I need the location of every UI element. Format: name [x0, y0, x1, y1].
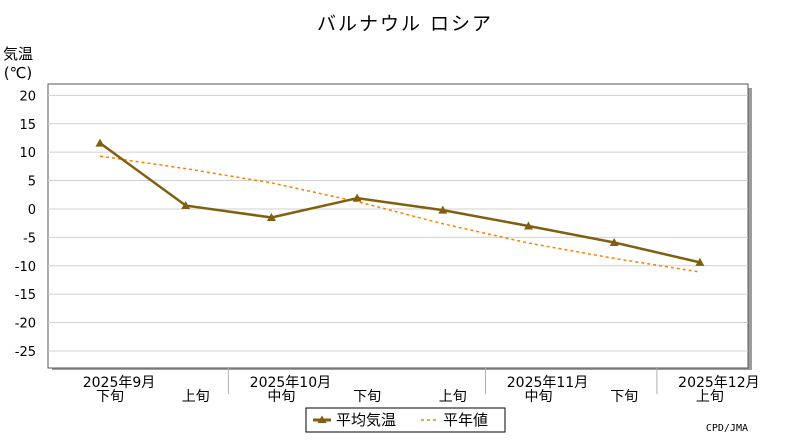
- data-point-average: [438, 205, 448, 214]
- y-axis-label: 気温: [3, 45, 33, 63]
- x-period-label: 上旬: [696, 389, 724, 405]
- y-tick-label: 10: [19, 146, 36, 161]
- x-axis: 下旬 上旬 中旬 下旬 上旬 中旬 下旬 上旬 2025年9月 2025年10月 2025年11月 2…: [83, 368, 760, 405]
- data-point-average: [95, 138, 105, 147]
- legend-average-marker: [317, 415, 327, 423]
- x-period-label: 下旬: [353, 389, 381, 405]
- x-period-label: 上旬: [182, 389, 210, 405]
- plot-background: [47, 83, 749, 369]
- y-axis-unit: (℃): [4, 64, 33, 82]
- plot-area: 20 15 10 5 0 -5 -10 -15 -20 -25: [15, 83, 752, 370]
- y-tick-label: 15: [19, 118, 36, 133]
- legend-box: [305, 407, 506, 433]
- series-line-average: [99, 142, 701, 264]
- y-tick-label: -10: [15, 260, 36, 275]
- y-axis-ticks: 20 15 10 5 0 -5 -10 -15 -20 -25: [15, 89, 36, 360]
- x-month-label: 2025年10月: [250, 375, 331, 391]
- series-normal: [99, 155, 701, 273]
- data-point-average: [609, 237, 619, 246]
- credit-label: CPD/JMA: [706, 423, 748, 434]
- data-point-average: [695, 257, 705, 266]
- x-period-label: 下旬: [610, 389, 638, 405]
- grid-lines: [48, 94, 748, 352]
- x-month-label: 2025年12月: [678, 375, 759, 391]
- legend-normal-label: 平年値: [443, 411, 488, 429]
- chart-title: バルナウル ロシア: [317, 13, 493, 35]
- y-tick-label: 5: [28, 175, 36, 190]
- legend: 平均気温 平年値: [305, 407, 506, 433]
- data-point-average: [524, 221, 533, 230]
- y-tick-label: -5: [23, 231, 36, 246]
- data-point-average: [181, 201, 191, 210]
- x-period-label: 中旬: [525, 389, 553, 405]
- series-line-normal: [99, 155, 701, 273]
- y-tick-label: 0: [28, 203, 36, 218]
- x-period-label: 上旬: [439, 389, 467, 405]
- y-tick-label: -25: [15, 345, 36, 360]
- data-point-average: [352, 193, 362, 202]
- legend-average-label: 平均気温: [336, 411, 396, 429]
- y-tick-label: -20: [15, 317, 36, 332]
- x-month-label: 2025年9月: [83, 375, 156, 391]
- x-period-label: 下旬: [96, 389, 124, 405]
- series-average: [95, 138, 705, 266]
- y-tick-label: -15: [15, 288, 36, 303]
- x-period-label: 中旬: [267, 389, 295, 405]
- y-tick-label: 20: [19, 89, 36, 104]
- data-point-average: [266, 212, 276, 221]
- x-month-label: 2025年11月: [507, 375, 588, 391]
